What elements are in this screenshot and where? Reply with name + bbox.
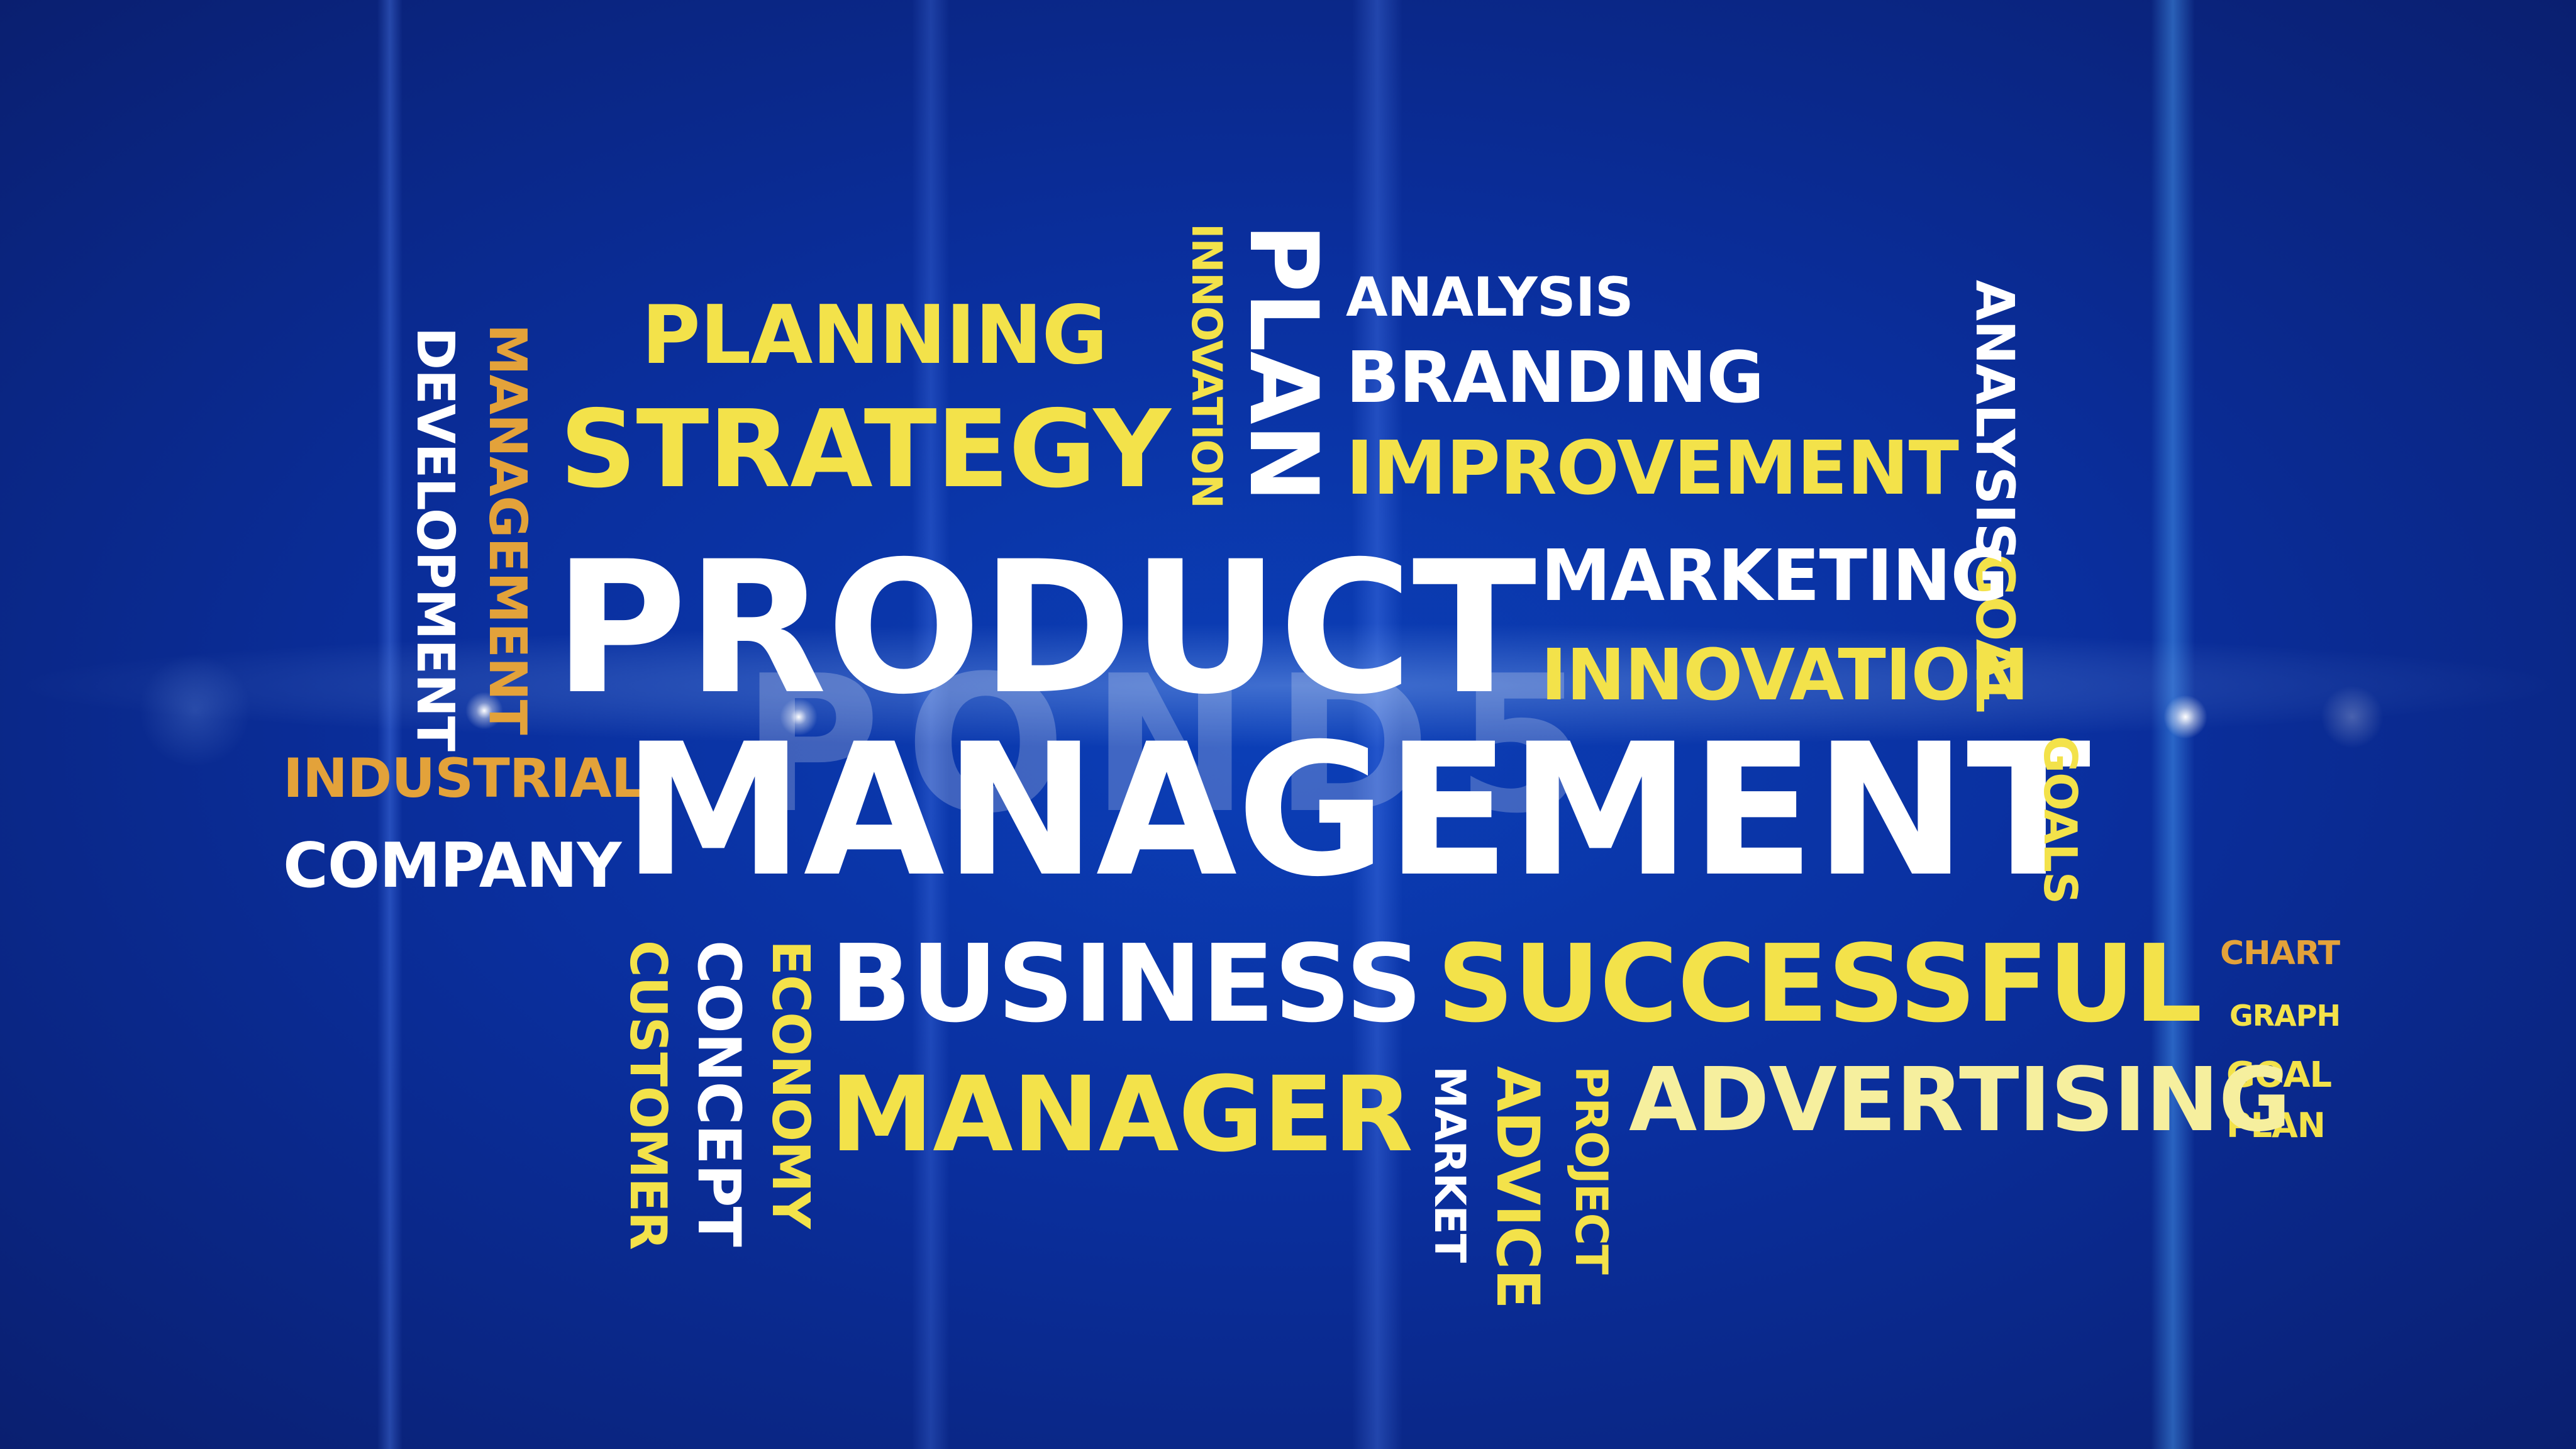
word-analysis: ANALYSIS [1346, 266, 1634, 329]
word-development: DEVELOPMENT [405, 327, 465, 751]
word-business: BUSINESS [830, 922, 1423, 1046]
word-planning: PLANNING [641, 289, 1108, 382]
word-goals-vertical: GOALS [2034, 736, 2087, 904]
word-management-vertical: MANAGEMENT [477, 324, 537, 735]
word-management: MANAGEMENT [623, 705, 2091, 917]
light-beam [377, 0, 402, 1449]
lens-flare [2321, 686, 2384, 748]
word-goal-vertical: GOAL [1964, 553, 2026, 713]
word-innovation: INNOVATION [1541, 635, 2029, 716]
word-improvement: IMPROVEMENT [1346, 425, 1959, 511]
word-plan-vertical: PLAN [1228, 223, 1338, 502]
lens-flare [138, 654, 252, 767]
word-customer: CUSTOMER [619, 940, 677, 1250]
word-graph: GRAPH [2229, 999, 2341, 1033]
word-analysis-vertical: ANALYSIS [1964, 280, 2026, 560]
word-market: MARKET [1424, 1066, 1474, 1263]
word-innovation-vertical: INNOVATION [1182, 223, 1231, 508]
word-successful: SUCCESSFUL [1437, 922, 2202, 1046]
word-advice: ADVICE [1483, 1066, 1552, 1309]
word-concept: CONCEPT [684, 940, 753, 1246]
watermark: POND5 [742, 635, 1613, 855]
word-industrial: INDUSTRIAL [283, 747, 645, 810]
lens-flare [2163, 695, 2207, 739]
word-branding: BRANDING [1346, 337, 1764, 419]
light-beam [2151, 0, 2195, 1449]
word-product: PRODUCT [553, 523, 1536, 735]
word-goal: GOAL [2226, 1055, 2332, 1096]
word-marketing: MARKETING [1541, 535, 2008, 617]
word-manager: MANAGER [830, 1054, 1413, 1175]
word-project: PROJECT [1565, 1066, 1617, 1274]
word-strategy: STRATEGY [560, 387, 1171, 512]
word-company: COMPANY [283, 830, 621, 902]
word-plan: PLAN [2226, 1106, 2326, 1145]
word-economy: ECONOMY [760, 940, 820, 1229]
word-chart: CHART [2220, 935, 2340, 972]
word-advertising: ADVERTISING [1629, 1049, 2291, 1152]
